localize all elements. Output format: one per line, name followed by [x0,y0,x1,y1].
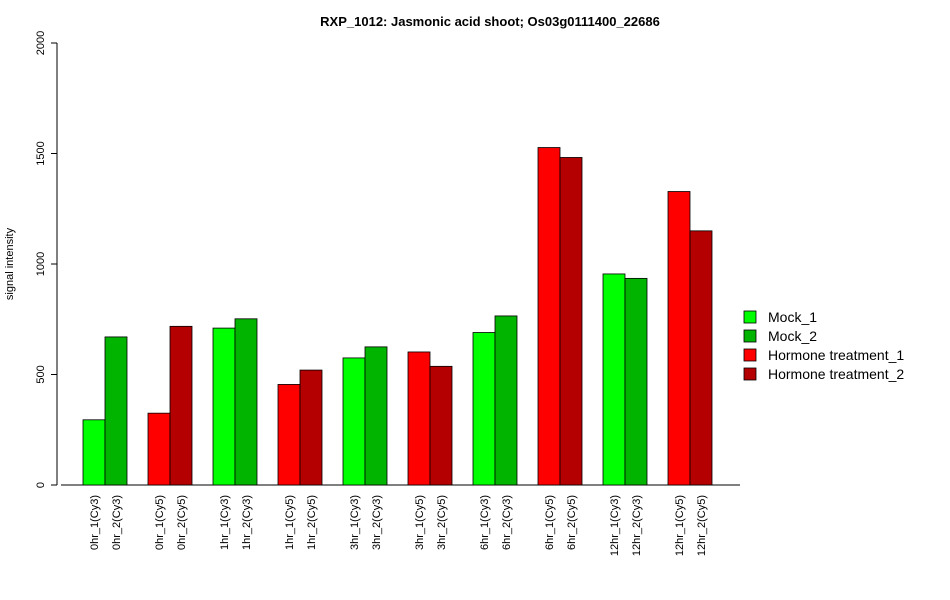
x-tick-label: 3hr_2(Cy5) [436,495,448,550]
bar [407,351,431,486]
x-tick-label: 12hr_2(Cy5) [696,495,708,556]
x-tick-label: 3hr_2(Cy3) [371,495,383,550]
bar [342,357,366,486]
x-tick-label: 1hr_2(Cy3) [241,495,253,550]
bar [472,332,496,486]
x-tick-label: 0hr_2(Cy3) [111,495,123,550]
x-tick-label: 3hr_1(Cy5) [414,495,426,550]
bar [559,157,583,486]
bar [82,419,106,486]
x-tick-label: 6hr_1(Cy3) [479,495,491,550]
y-tick-label: 1500 [35,141,47,165]
legend: Mock_1 Mock_2 Hormone treatment_1 Hormone t… [743,309,904,382]
bar [104,336,128,486]
y-axis-label: signal intensity [4,227,16,300]
bar [277,384,301,486]
bar [689,230,713,486]
x-tick-label: 3hr_1(Cy3) [349,495,361,550]
x-tick-label: 0hr_1(Cy3) [89,495,101,550]
legend-swatch [743,367,757,381]
x-tick-label: 0hr_2(Cy5) [176,495,188,550]
bar [624,277,648,486]
bar [147,412,171,486]
bar [667,191,691,486]
x-tick-label: 12hr_1(Cy5) [674,495,686,556]
y-tick-label: 2000 [35,31,47,55]
y-tick-label: 500 [35,365,47,383]
bar [212,327,236,486]
x-tick-label: 1hr_2(Cy5) [306,495,318,550]
y-tick-label: 1000 [35,252,47,276]
x-axis: 0hr_1(Cy3) 0hr_2(Cy3) 0hr_1(Cy5) 0hr_2(Cy5)… [61,484,740,556]
x-tick-label: 12hr_2(Cy3) [631,495,643,556]
x-tick-label: 0hr_1(Cy5) [154,495,166,550]
x-tick-label: 6hr_2(Cy5) [566,495,578,550]
legend-label: Mock_1 [768,309,817,325]
legend-swatch [743,348,757,362]
bar [429,365,453,486]
bar [364,346,388,486]
y-axis: 0 500 1000 1500 2000 [35,31,58,488]
x-tick-label: 6hr_2(Cy3) [501,495,513,550]
legend-swatch [743,310,757,324]
bars-group [82,147,713,486]
bar [299,369,323,486]
bar [494,315,518,486]
bar [234,318,258,486]
legend-label: Hormone treatment_2 [768,366,904,382]
x-tick-label: 1hr_1(Cy5) [284,495,296,550]
y-tick-label: 0 [35,482,47,488]
bar [602,273,626,486]
x-tick-label: 1hr_1(Cy3) [219,495,231,550]
x-tick-label: 12hr_1(Cy3) [609,495,621,556]
chart-title: RXP_1012: Jasmonic acid shoot; Os03g0111… [320,14,660,29]
legend-label: Hormone treatment_1 [768,347,904,363]
bar [169,325,193,486]
legend-label: Mock_2 [768,328,817,344]
bar [537,147,561,486]
legend-swatch [743,329,757,343]
x-tick-label: 6hr_1(Cy5) [544,495,556,550]
